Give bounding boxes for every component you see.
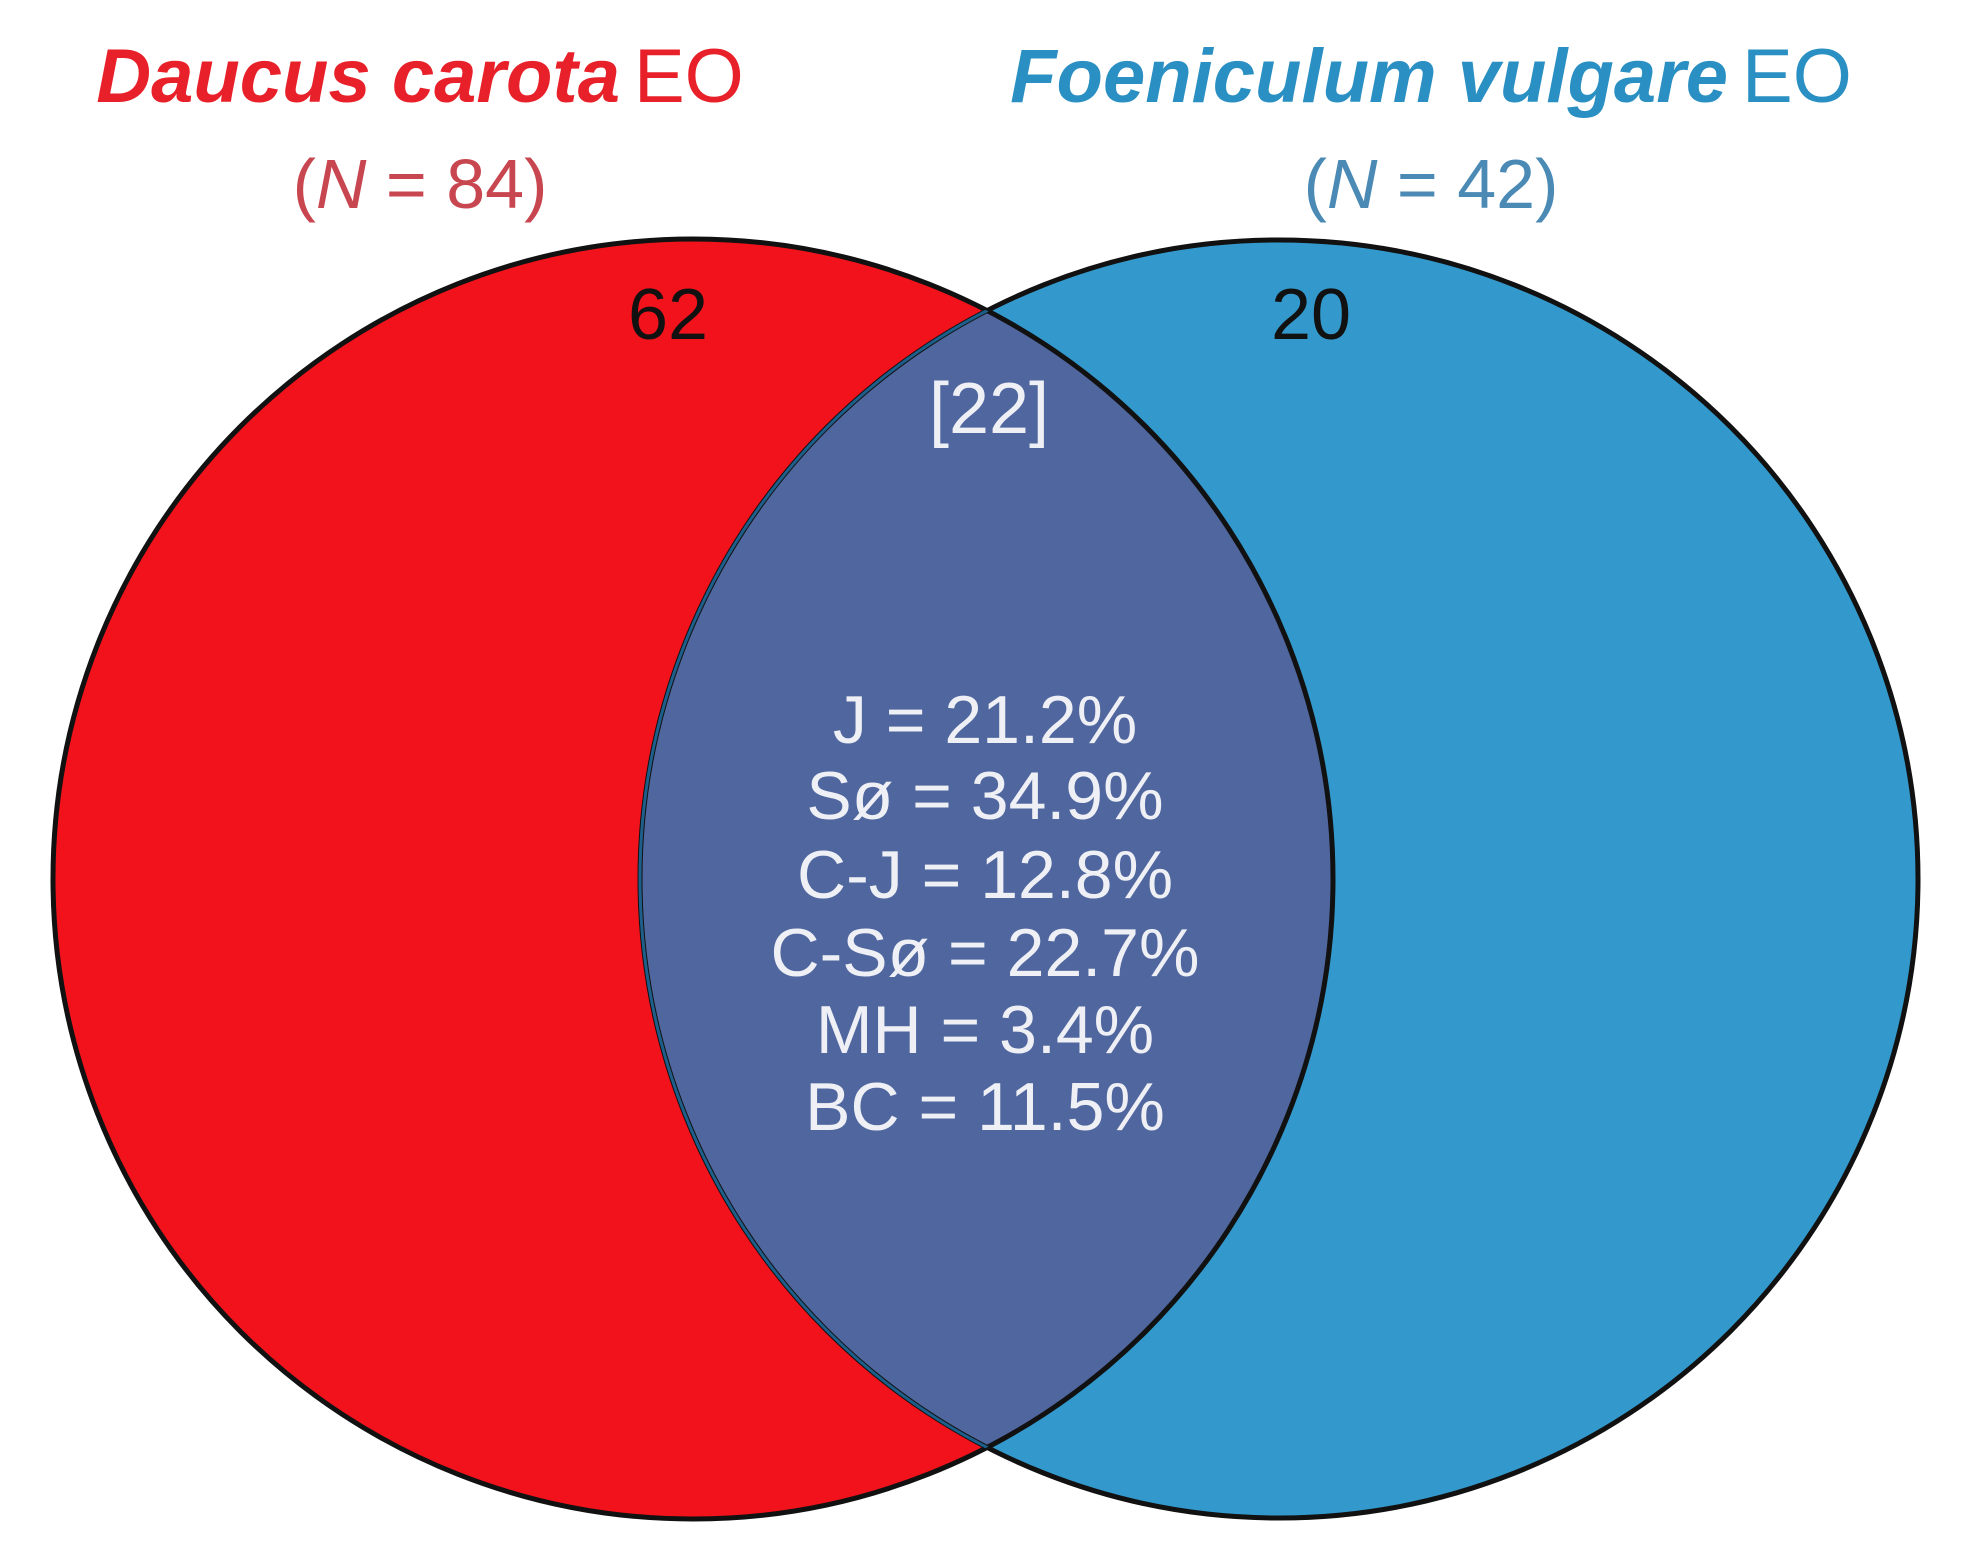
overlap-stats: J = 21.2%Sø = 34.9%C-J = 12.8%C-Sø = 22.… (771, 682, 1200, 1145)
n-part: = 84) (366, 145, 547, 223)
overlap-stat: C-Sø = 22.7% (771, 915, 1200, 991)
set-suffix: EO (634, 34, 744, 119)
exclusive-count: 62 (628, 275, 708, 355)
exclusive-count: 20 (1271, 275, 1351, 355)
set-name: Foeniculum vulgare (1010, 34, 1728, 119)
n-symbol: N (316, 145, 367, 223)
circle-outline (50, 236, 1336, 1522)
overlap-stat: J = 21.2% (833, 682, 1137, 758)
n-part: ( (1304, 145, 1327, 223)
overlap-count: [22] (929, 369, 1049, 449)
overlap-region (640, 240, 1333, 1518)
set-name: Daucus carota (96, 34, 620, 119)
n-symbol: N (1327, 145, 1378, 223)
n-part: ( (293, 145, 316, 223)
set-title: Daucus carota EO (96, 34, 744, 119)
set-suffix: EO (1742, 34, 1852, 119)
overlap-stat: C-J = 12.8% (797, 837, 1173, 913)
overlap-stat: MH = 3.4% (816, 992, 1154, 1068)
set-n: (N = 84) (293, 145, 548, 223)
n-part: = 42) (1377, 145, 1558, 223)
set-n: (N = 42) (1304, 145, 1559, 223)
set-title: Foeniculum vulgare EO (1010, 34, 1852, 119)
overlap-stat: BC = 11.5% (805, 1069, 1165, 1145)
overlap-stat: Sø = 34.9% (806, 758, 1163, 834)
